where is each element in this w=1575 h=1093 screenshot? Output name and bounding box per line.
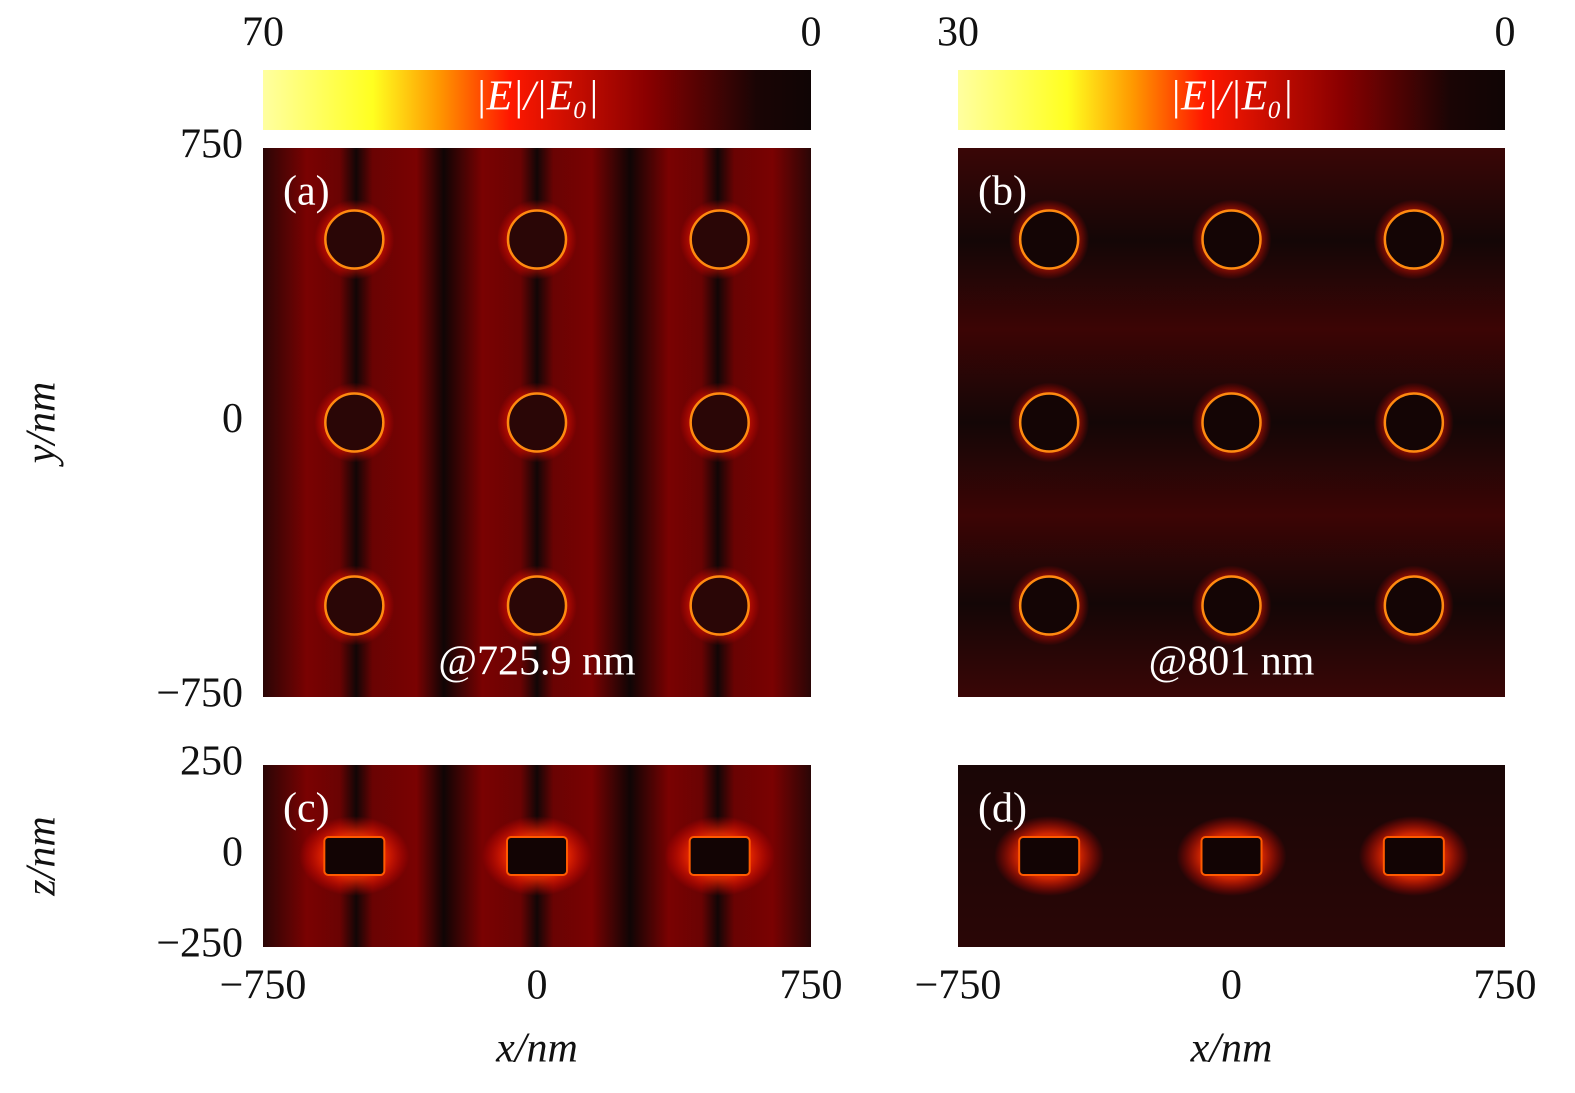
particle [689, 392, 750, 453]
particle [323, 836, 386, 876]
x-tick-label: 0 [1221, 963, 1242, 1009]
particle [1383, 209, 1445, 270]
panel-label: (a) [283, 169, 330, 215]
colorbar-tick-label: 0 [801, 10, 822, 56]
particle [1383, 392, 1445, 453]
y-tick-label: −750 [156, 671, 243, 717]
particle [689, 575, 750, 636]
y-axis-label: y/nm [19, 382, 65, 468]
particle [1018, 209, 1080, 270]
x-tick-label: 0 [527, 963, 548, 1009]
colorbar [263, 70, 811, 130]
x-axis-label: x/nm [1190, 1026, 1273, 1072]
y-axis-label: z/nm [19, 816, 65, 896]
panel-label: (b) [978, 169, 1027, 215]
particle [1200, 836, 1263, 876]
particle [688, 836, 751, 876]
x-tick-label: −750 [220, 963, 307, 1009]
particle [506, 836, 568, 876]
particle [1018, 392, 1080, 453]
particle [1383, 575, 1445, 636]
particle [1201, 392, 1262, 453]
particle [689, 209, 750, 270]
particle [1018, 836, 1081, 876]
colorbar-tick-label: 70 [242, 10, 284, 56]
x-tick-label: −750 [915, 963, 1002, 1009]
y-tick-label: 0 [222, 396, 243, 442]
particle [1382, 836, 1445, 876]
particle [506, 209, 568, 270]
particle [1201, 575, 1262, 636]
particle [1018, 575, 1080, 636]
particle [324, 575, 385, 636]
x-tick-label: 750 [780, 963, 843, 1009]
y-tick-label: 750 [180, 122, 243, 168]
annotation: @725.9 nm [438, 639, 636, 685]
particle [324, 209, 385, 270]
x-axis-label: x/nm [495, 1026, 578, 1072]
colorbar-label: |E|/|E₀| [1170, 74, 1294, 120]
x-tick-label: 750 [1474, 963, 1537, 1009]
y-tick-label: 250 [180, 739, 243, 785]
colorbar-label: |E|/|E₀| [475, 74, 599, 120]
colorbar-tick-label: 30 [937, 10, 979, 56]
colorbar [958, 70, 1505, 130]
particle [1201, 209, 1262, 270]
particle [324, 392, 385, 453]
particle [506, 392, 568, 453]
panel-label: (d) [978, 786, 1027, 832]
annotation: @801 nm [1149, 639, 1315, 685]
y-tick-label: 0 [222, 830, 243, 876]
particle [506, 575, 568, 636]
y-tick-label: −250 [156, 921, 243, 967]
panel-label: (c) [283, 786, 330, 832]
colorbar-tick-label: 0 [1495, 10, 1516, 56]
